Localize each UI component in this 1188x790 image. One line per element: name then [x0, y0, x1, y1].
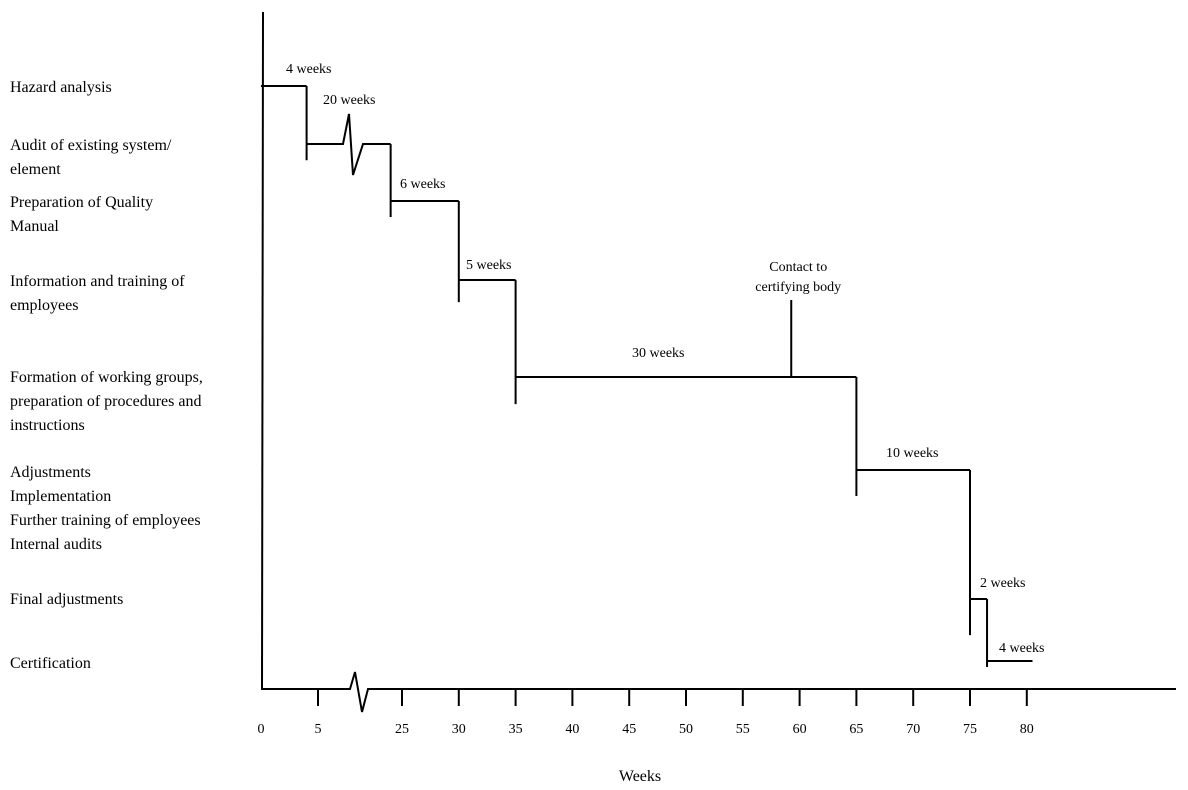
duration-label: 6 weeks	[400, 177, 446, 192]
task-label-line: Preparation of Quality	[10, 194, 154, 211]
x-axis-title: Weeks	[619, 768, 661, 785]
task-label: Information and training of employees	[10, 270, 185, 318]
task-label-line: preparation of procedures and	[10, 393, 202, 410]
task-label-line: instructions	[10, 417, 85, 434]
task-label-line: Final adjustments	[10, 591, 124, 608]
duration-label: 4 weeks	[286, 62, 332, 77]
task-label-line: Internal audits	[10, 536, 102, 553]
task-bar	[306, 113, 391, 176]
task-label-line: employees	[10, 297, 79, 314]
task-label-line: Hazard analysis	[10, 79, 112, 96]
duration-label: 20 weeks	[323, 93, 376, 108]
x-axis-line	[261, 671, 1176, 713]
x-tick-label: 50	[679, 722, 693, 737]
duration-label: 4 weeks	[999, 641, 1045, 656]
task-label-line: Adjustments	[10, 464, 91, 481]
duration-label: 30 weeks	[632, 346, 685, 361]
x-tick-label: 5	[315, 722, 322, 737]
x-tick-label: 0	[258, 722, 265, 737]
x-tick-label: 65	[849, 722, 863, 737]
x-tick-label: 25	[395, 722, 409, 737]
task-label-line: Manual	[10, 218, 59, 235]
x-tick-label: 75	[963, 722, 977, 737]
task-label-line: Formation of working groups,	[10, 369, 203, 386]
task-label-line: Audit of existing system/	[10, 137, 172, 154]
task-label: Hazard analysis	[10, 76, 112, 100]
x-tick-label: 35	[509, 722, 523, 737]
task-label: Certification	[10, 652, 91, 676]
task-label-line: Implementation	[10, 488, 112, 505]
y-axis-line	[261, 11, 264, 690]
x-tick-label: 40	[565, 722, 579, 737]
annotation-text: certifying body	[755, 280, 841, 295]
x-tick-label: 80	[1020, 722, 1034, 737]
task-label: Audit of existing system/element	[10, 134, 171, 182]
task-label: Adjustments Implementation Further trainin…	[10, 461, 201, 557]
x-tick-label: 60	[793, 722, 807, 737]
duration-label: 2 weeks	[980, 576, 1026, 591]
task-label-line: Certification	[10, 655, 91, 672]
task-label-line: Further training of employees	[10, 512, 201, 529]
task-label: Formation of working groups, preparation …	[10, 366, 203, 438]
annotation-text: Contact to	[769, 260, 827, 275]
x-tick-label: 55	[736, 722, 750, 737]
task-label-line: element	[10, 161, 61, 178]
task-label: Preparation of Quality Manual	[10, 191, 153, 239]
task-label: Final adjustments	[10, 588, 123, 612]
x-tick-label: 30	[452, 722, 466, 737]
x-tick-label: 45	[622, 722, 636, 737]
duration-label: 10 weeks	[886, 446, 939, 461]
duration-label: 5 weeks	[466, 258, 512, 273]
task-label-line: Information and training of	[10, 273, 185, 290]
x-tick-label: 70	[906, 722, 920, 737]
